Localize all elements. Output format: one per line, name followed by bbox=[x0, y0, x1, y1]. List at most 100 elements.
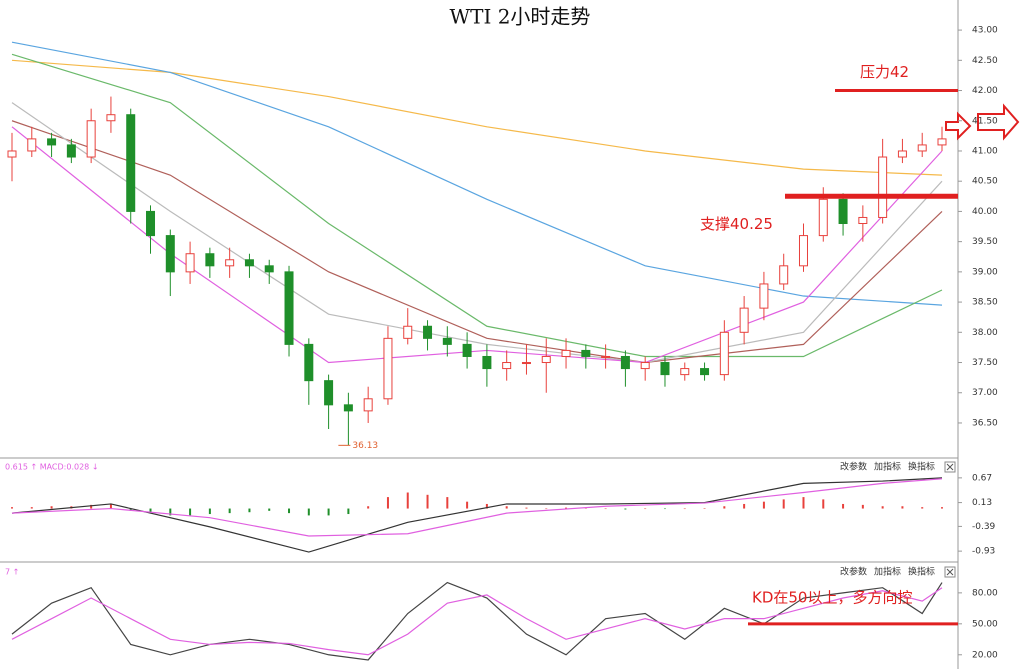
y-tick-label: 43.00 bbox=[972, 26, 998, 36]
candle-body bbox=[700, 368, 710, 376]
candle-body bbox=[205, 253, 215, 267]
candle-body bbox=[66, 144, 76, 158]
macd-bar bbox=[50, 506, 53, 509]
macd-bar bbox=[485, 503, 488, 509]
macd-bar bbox=[525, 507, 528, 509]
macd-bar bbox=[505, 506, 508, 509]
panel-header: 0.615 ↑ MACD:0.028 ↓ bbox=[5, 463, 99, 472]
candle-body bbox=[680, 368, 690, 376]
macd-bar bbox=[367, 506, 370, 509]
y-tick-label: 42.50 bbox=[972, 56, 998, 66]
panel-button[interactable]: 换指标 bbox=[908, 566, 935, 578]
macd-bar bbox=[208, 508, 211, 515]
candle-body bbox=[561, 349, 571, 357]
macd-bar bbox=[584, 508, 587, 509]
candle-body bbox=[798, 235, 808, 267]
macd-bar bbox=[347, 508, 350, 515]
candle-body bbox=[818, 198, 828, 237]
y-tick-label: 80.00 bbox=[972, 588, 998, 598]
y-tick-label: 41.00 bbox=[972, 146, 998, 156]
macd-bar bbox=[802, 497, 805, 509]
macd-bar bbox=[406, 492, 409, 509]
candle-body bbox=[858, 216, 868, 225]
candle-body bbox=[47, 138, 57, 146]
y-tick-label: 42.00 bbox=[972, 86, 998, 96]
y-tick-label: -0.39 bbox=[972, 522, 996, 532]
candle-body bbox=[27, 138, 37, 152]
y-tick-label: 39.00 bbox=[972, 267, 998, 277]
macd-bar bbox=[169, 508, 172, 516]
macd-bar bbox=[782, 499, 785, 509]
panel-button[interactable]: 换指标 bbox=[908, 461, 935, 473]
candle-body bbox=[284, 271, 294, 345]
candle-body bbox=[324, 380, 334, 406]
ma-line bbox=[11, 41, 943, 306]
arrow-icon bbox=[945, 111, 972, 141]
candle-body bbox=[462, 343, 472, 357]
y-tick-label: 0.67 bbox=[972, 473, 992, 483]
panel-button[interactable]: 加指标 bbox=[874, 566, 901, 578]
macd-bar bbox=[327, 508, 330, 516]
candle-body bbox=[165, 235, 175, 273]
macd-bar bbox=[743, 503, 746, 509]
panel-button[interactable]: 加指标 bbox=[874, 461, 901, 473]
y-tick-label: 36.50 bbox=[972, 418, 998, 428]
candle-body bbox=[878, 156, 888, 218]
candle-body bbox=[502, 362, 512, 370]
macd-bar bbox=[881, 506, 884, 509]
macd-bar bbox=[268, 508, 271, 511]
candle-body bbox=[304, 343, 314, 382]
candle-body bbox=[937, 138, 947, 146]
macd-bar bbox=[129, 508, 132, 511]
y-tick-label: 50.00 bbox=[972, 619, 998, 629]
y-tick-label: 41.50 bbox=[972, 116, 998, 126]
candle-body bbox=[403, 325, 413, 339]
candle-body bbox=[383, 337, 393, 400]
candle-body bbox=[264, 265, 274, 273]
candle-body bbox=[739, 307, 749, 333]
ma-line bbox=[11, 120, 943, 364]
macd-bar bbox=[288, 508, 291, 514]
candle-body bbox=[759, 283, 769, 309]
y-tick-label: 38.00 bbox=[972, 328, 998, 338]
candle-body bbox=[601, 355, 611, 358]
chart-title: WTI 2小时走势 bbox=[450, 5, 591, 29]
macd-bar bbox=[762, 501, 765, 509]
macd-bar bbox=[149, 508, 152, 514]
macd-bar bbox=[822, 499, 825, 509]
candle-body bbox=[541, 355, 551, 364]
macd-bar bbox=[189, 508, 192, 516]
annotation: 支撑40.25 bbox=[700, 215, 773, 233]
candle-body bbox=[146, 210, 156, 237]
candle-body bbox=[225, 259, 235, 267]
candle-body bbox=[244, 259, 254, 267]
y-tick-label: 38.50 bbox=[972, 298, 998, 308]
ma-line bbox=[11, 59, 943, 176]
panel-button[interactable]: 改参数 bbox=[840, 566, 867, 578]
panel-button[interactable]: 改参数 bbox=[840, 461, 867, 473]
macd-bar bbox=[861, 504, 864, 509]
candle-body bbox=[917, 144, 927, 152]
candle-body bbox=[640, 362, 650, 370]
macd-bar bbox=[248, 508, 251, 513]
candle-body bbox=[442, 337, 452, 345]
macd-bar bbox=[703, 508, 706, 509]
close-icon bbox=[946, 568, 954, 576]
macd-bar bbox=[228, 508, 231, 514]
candle-body bbox=[7, 150, 17, 158]
y-tick-label: 39.50 bbox=[972, 237, 998, 247]
kd-line bbox=[11, 587, 943, 656]
macd-bar bbox=[941, 507, 943, 509]
candle-body bbox=[363, 398, 373, 412]
candle-body bbox=[719, 331, 729, 376]
candle-body bbox=[185, 253, 195, 273]
macd-bar bbox=[683, 508, 686, 510]
y-tick-label: 37.50 bbox=[972, 358, 998, 368]
candle-body bbox=[126, 114, 136, 212]
macd-line bbox=[11, 477, 943, 553]
kd-line bbox=[11, 581, 943, 661]
macd-bar bbox=[604, 508, 607, 510]
macd-bar bbox=[90, 504, 93, 509]
y-tick-label: 20.00 bbox=[972, 650, 998, 660]
